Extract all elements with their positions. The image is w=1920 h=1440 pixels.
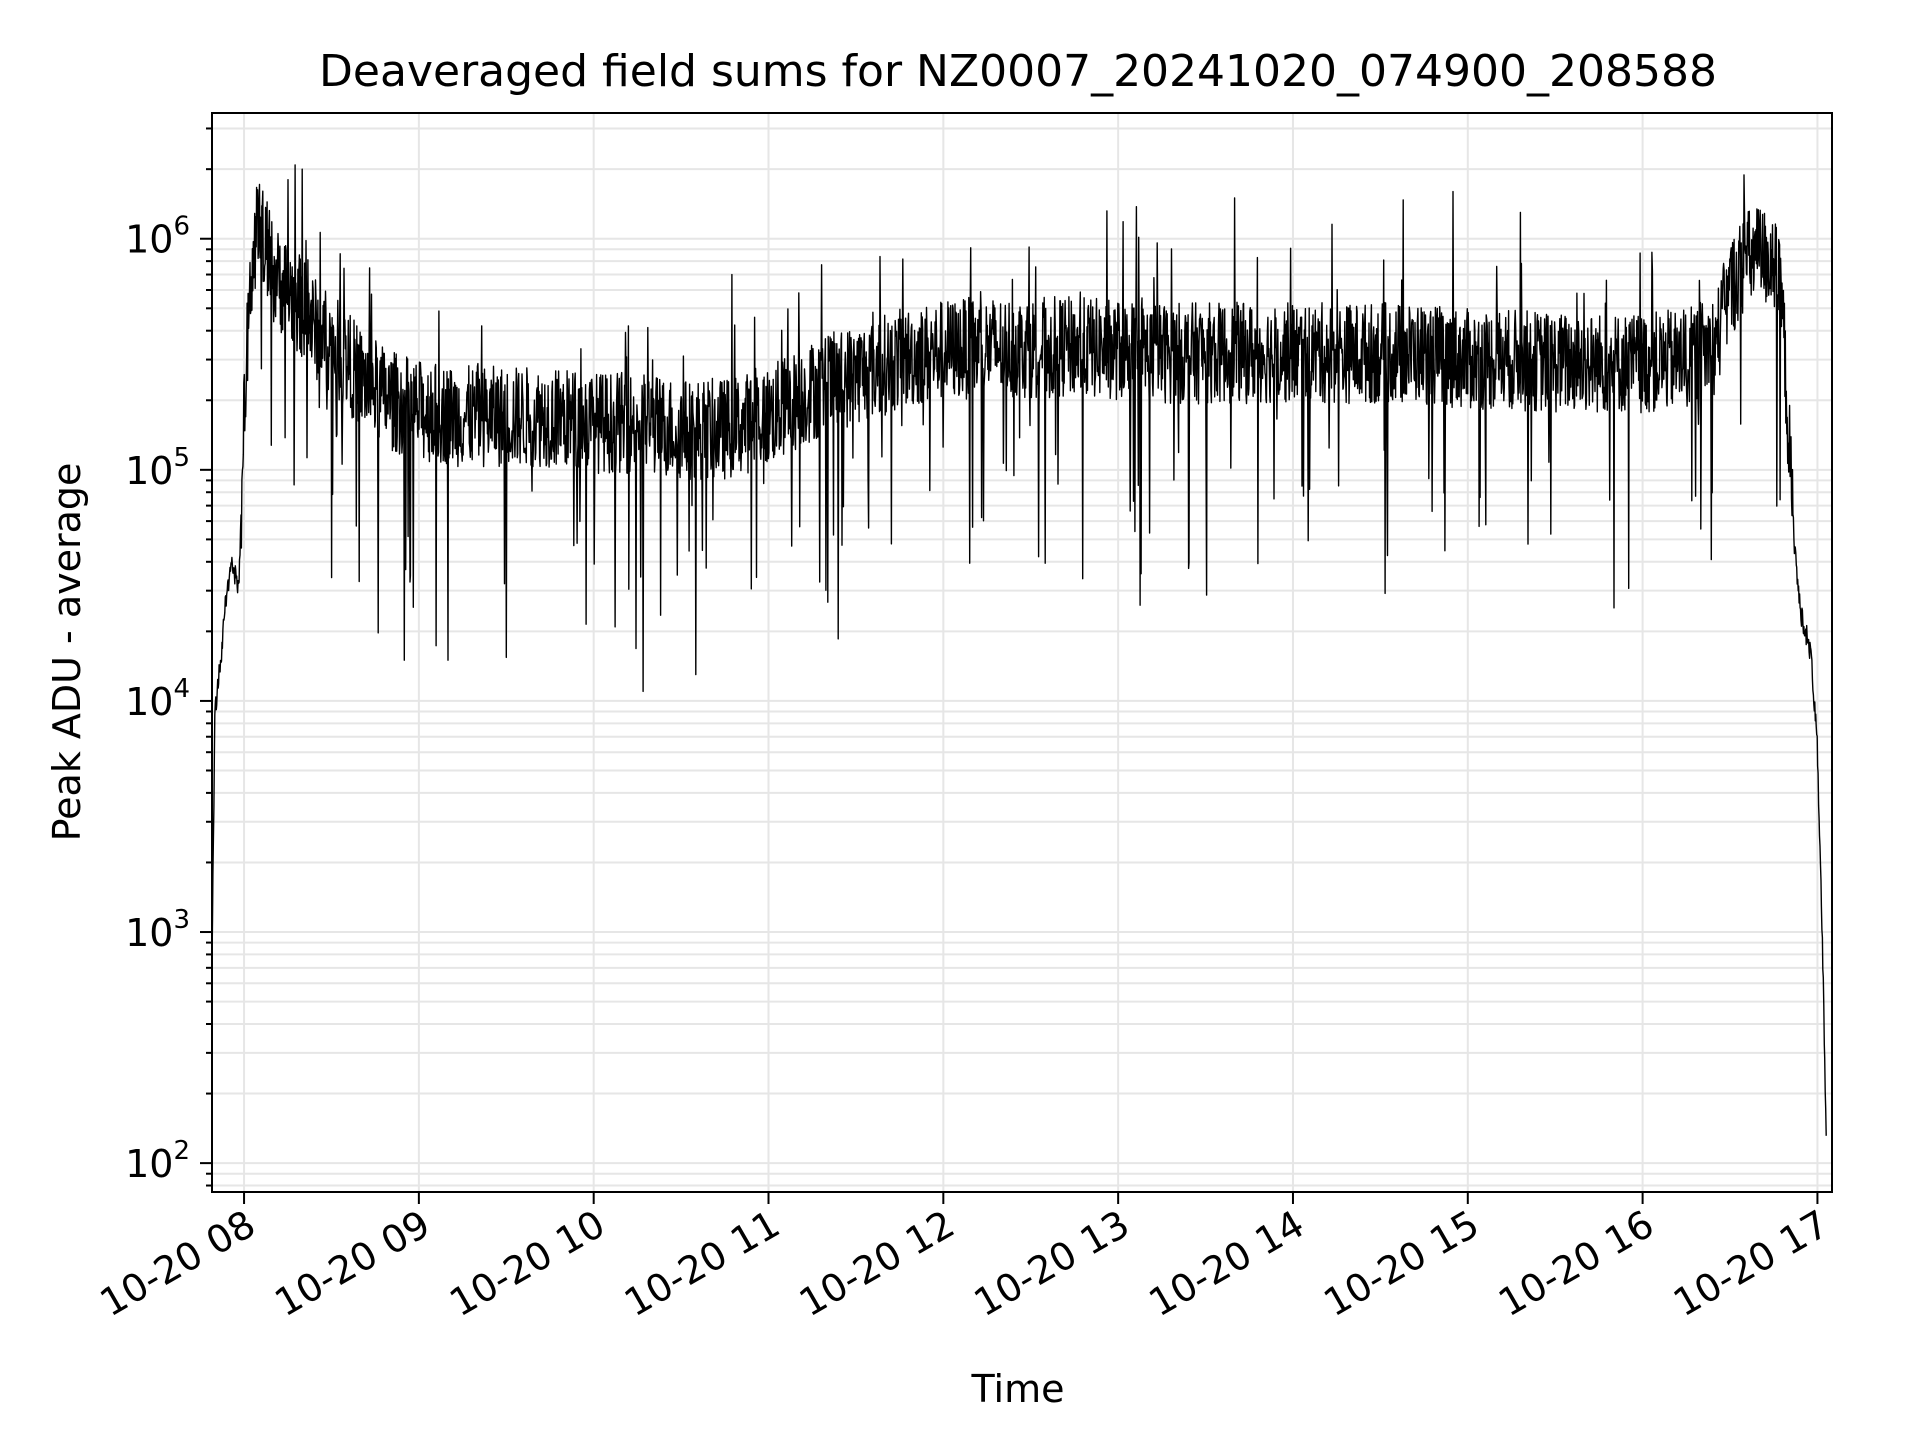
x-axis-label: Time <box>971 1367 1065 1411</box>
y-axis-label: Peak ADU - average <box>45 463 89 842</box>
series-line <box>211 164 1827 1136</box>
data-layer <box>211 164 1827 1136</box>
y-tick-label: 104 <box>125 674 190 724</box>
y-tick-label: 103 <box>125 905 190 955</box>
plot-frame <box>211 112 1833 1193</box>
chart-title: Deaveraged field sums for NZ0007_2024102… <box>319 46 1717 97</box>
y-tick-label: 105 <box>125 443 190 493</box>
y-tick-label: 102 <box>125 1136 190 1186</box>
grid-layer <box>212 113 1832 1192</box>
y-tick-label: 106 <box>125 212 190 262</box>
